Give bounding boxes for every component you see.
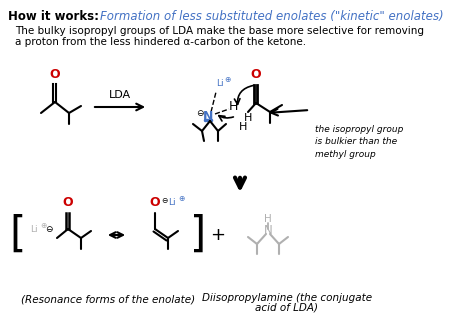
Text: O: O	[150, 196, 160, 209]
Text: ⊕: ⊕	[224, 75, 230, 85]
Text: O: O	[63, 196, 73, 209]
Text: the isopropyl group
is bulkier than the
methyl group: the isopropyl group is bulkier than the …	[315, 125, 403, 159]
Text: ⊖: ⊖	[196, 109, 204, 118]
Text: ⊖: ⊖	[161, 196, 167, 205]
Text: N: N	[203, 110, 213, 122]
Text: Formation of less substituted enolates ("kinetic" enolates): Formation of less substituted enolates (…	[100, 10, 444, 23]
Text: H: H	[239, 122, 247, 132]
Text: The bulky isopropyl groups of LDA make the base more selective for removing: The bulky isopropyl groups of LDA make t…	[15, 26, 424, 36]
Text: H: H	[228, 99, 237, 112]
Text: H: H	[264, 214, 272, 224]
Text: Li: Li	[216, 79, 224, 88]
Text: Li: Li	[30, 226, 37, 235]
Text: ⊕: ⊕	[40, 222, 46, 230]
Text: Diisopropylamine (the conjugate: Diisopropylamine (the conjugate	[202, 293, 372, 303]
Text: H: H	[244, 113, 252, 123]
Text: (Resonance forms of the enolate): (Resonance forms of the enolate)	[21, 295, 195, 305]
Text: O: O	[251, 68, 261, 81]
Text: acid of LDA): acid of LDA)	[255, 303, 319, 313]
Text: a proton from the less hindered α-carbon of the ketone.: a proton from the less hindered α-carbon…	[15, 37, 306, 47]
Text: O: O	[50, 68, 60, 81]
Text: [: [	[10, 214, 26, 256]
Text: How it works:: How it works:	[8, 10, 99, 23]
Text: Li: Li	[168, 198, 176, 207]
Text: ⊖: ⊖	[45, 226, 53, 235]
Text: ⊕: ⊕	[178, 194, 184, 203]
Text: +: +	[210, 226, 226, 244]
Text: ]: ]	[190, 214, 206, 256]
Text: N: N	[264, 224, 273, 237]
Text: LDA: LDA	[109, 90, 131, 100]
